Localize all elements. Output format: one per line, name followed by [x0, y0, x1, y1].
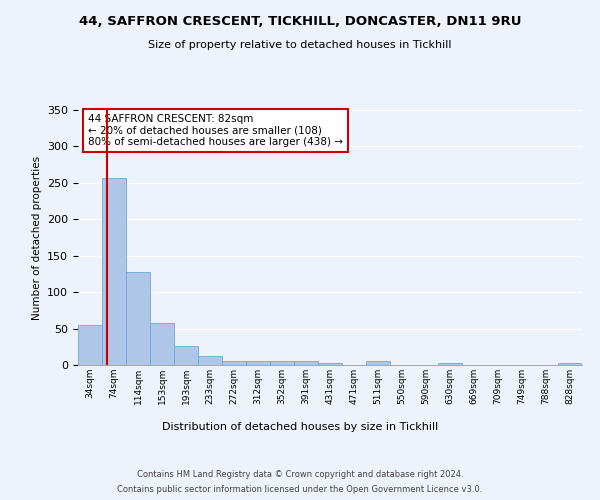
Bar: [270, 360, 294, 365]
Bar: [438, 363, 462, 365]
Text: Distribution of detached houses by size in Tickhill: Distribution of detached houses by size …: [162, 422, 438, 432]
Text: 44 SAFFRON CRESCENT: 82sqm
← 20% of detached houses are smaller (108)
80% of sem: 44 SAFFRON CRESCENT: 82sqm ← 20% of deta…: [88, 114, 343, 147]
Text: 44, SAFFRON CRESCENT, TICKHILL, DONCASTER, DN11 9RU: 44, SAFFRON CRESCENT, TICKHILL, DONCASTE…: [79, 15, 521, 28]
Bar: [246, 360, 270, 365]
Bar: [198, 356, 222, 365]
Bar: [126, 272, 150, 365]
Bar: [558, 363, 582, 365]
Bar: [294, 362, 318, 365]
Bar: [150, 322, 174, 365]
Bar: [318, 363, 342, 365]
Bar: [222, 360, 246, 365]
Bar: [174, 346, 198, 365]
Bar: [102, 178, 126, 365]
Text: Contains HM Land Registry data © Crown copyright and database right 2024.: Contains HM Land Registry data © Crown c…: [137, 470, 463, 479]
Text: Contains public sector information licensed under the Open Government Licence v3: Contains public sector information licen…: [118, 485, 482, 494]
Bar: [78, 325, 102, 365]
Text: Size of property relative to detached houses in Tickhill: Size of property relative to detached ho…: [148, 40, 452, 50]
Y-axis label: Number of detached properties: Number of detached properties: [32, 156, 41, 320]
Bar: [366, 362, 390, 365]
